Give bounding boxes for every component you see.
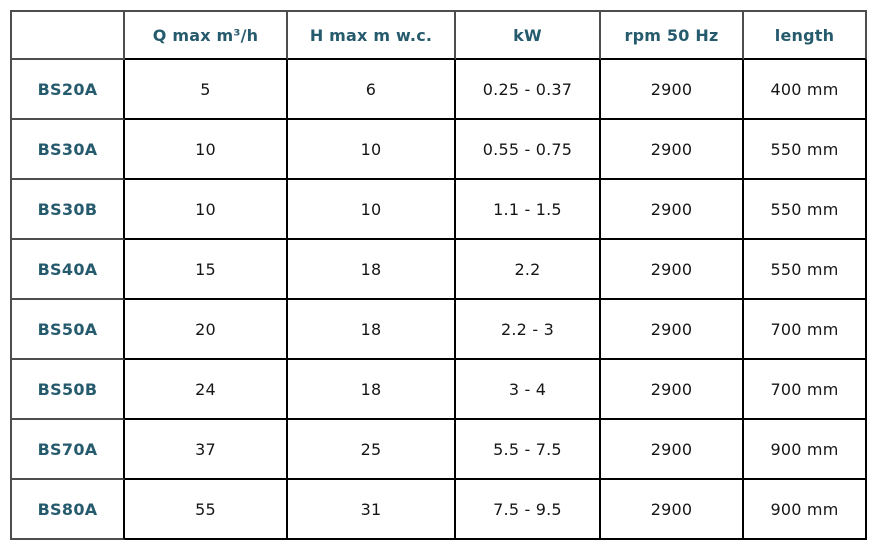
cell-hmax: 18 [288,360,456,420]
table-row: BS20A 5 6 0.25 - 0.37 2900 400 mm [12,60,867,120]
cell-qmax: 20 [125,300,288,360]
cell-rpm: 2900 [601,360,744,420]
cell-length: 700 mm [744,360,867,420]
cell-hmax: 31 [288,480,456,540]
cell-kw: 7.5 - 9.5 [456,480,601,540]
cell-kw: 0.55 - 0.75 [456,120,601,180]
row-label-bs30a: BS30A [12,120,125,180]
table-row: BS80A 55 31 7.5 - 9.5 2900 900 mm [12,480,867,540]
cell-rpm: 2900 [601,480,744,540]
cell-rpm: 2900 [601,420,744,480]
cell-hmax: 10 [288,180,456,240]
cell-length: 700 mm [744,300,867,360]
cell-length: 550 mm [744,180,867,240]
table-row: BS70A 37 25 5.5 - 7.5 2900 900 mm [12,420,867,480]
row-label-bs30b: BS30B [12,180,125,240]
table-header-row: Q max m³/h H max m w.c. kW rpm 50 Hz len… [12,12,867,60]
row-label-bs70a: BS70A [12,420,125,480]
cell-length: 400 mm [744,60,867,120]
cell-kw: 0.25 - 0.37 [456,60,601,120]
table-row: BS50A 20 18 2.2 - 3 2900 700 mm [12,300,867,360]
row-label-bs40a: BS40A [12,240,125,300]
corner-cell [12,12,125,60]
table-row: BS50B 24 18 3 - 4 2900 700 mm [12,360,867,420]
table-row: BS30A 10 10 0.55 - 0.75 2900 550 mm [12,120,867,180]
column-header-rpm: rpm 50 Hz [601,12,744,60]
column-header-qmax: Q max m³/h [125,12,288,60]
cell-rpm: 2900 [601,180,744,240]
cell-qmax: 10 [125,180,288,240]
cell-kw: 2.2 [456,240,601,300]
table-row: BS30B 10 10 1.1 - 1.5 2900 550 mm [12,180,867,240]
cell-hmax: 18 [288,240,456,300]
cell-hmax: 10 [288,120,456,180]
cell-qmax: 15 [125,240,288,300]
cell-qmax: 37 [125,420,288,480]
cell-kw: 2.2 - 3 [456,300,601,360]
column-header-length: length [744,12,867,60]
cell-rpm: 2900 [601,300,744,360]
pump-specs-table: Q max m³/h H max m w.c. kW rpm 50 Hz len… [10,10,867,540]
cell-kw: 3 - 4 [456,360,601,420]
cell-kw: 1.1 - 1.5 [456,180,601,240]
column-header-hmax: H max m w.c. [288,12,456,60]
column-header-kw: kW [456,12,601,60]
cell-qmax: 10 [125,120,288,180]
cell-qmax: 5 [125,60,288,120]
row-label-bs50b: BS50B [12,360,125,420]
cell-hmax: 25 [288,420,456,480]
cell-length: 900 mm [744,480,867,540]
cell-qmax: 24 [125,360,288,420]
table-row: BS40A 15 18 2.2 2900 550 mm [12,240,867,300]
cell-length: 900 mm [744,420,867,480]
cell-rpm: 2900 [601,120,744,180]
row-label-bs80a: BS80A [12,480,125,540]
cell-rpm: 2900 [601,60,744,120]
row-label-bs20a: BS20A [12,60,125,120]
row-label-bs50a: BS50A [12,300,125,360]
cell-length: 550 mm [744,240,867,300]
cell-qmax: 55 [125,480,288,540]
cell-length: 550 mm [744,120,867,180]
cell-kw: 5.5 - 7.5 [456,420,601,480]
cell-hmax: 6 [288,60,456,120]
cell-rpm: 2900 [601,240,744,300]
cell-hmax: 18 [288,300,456,360]
